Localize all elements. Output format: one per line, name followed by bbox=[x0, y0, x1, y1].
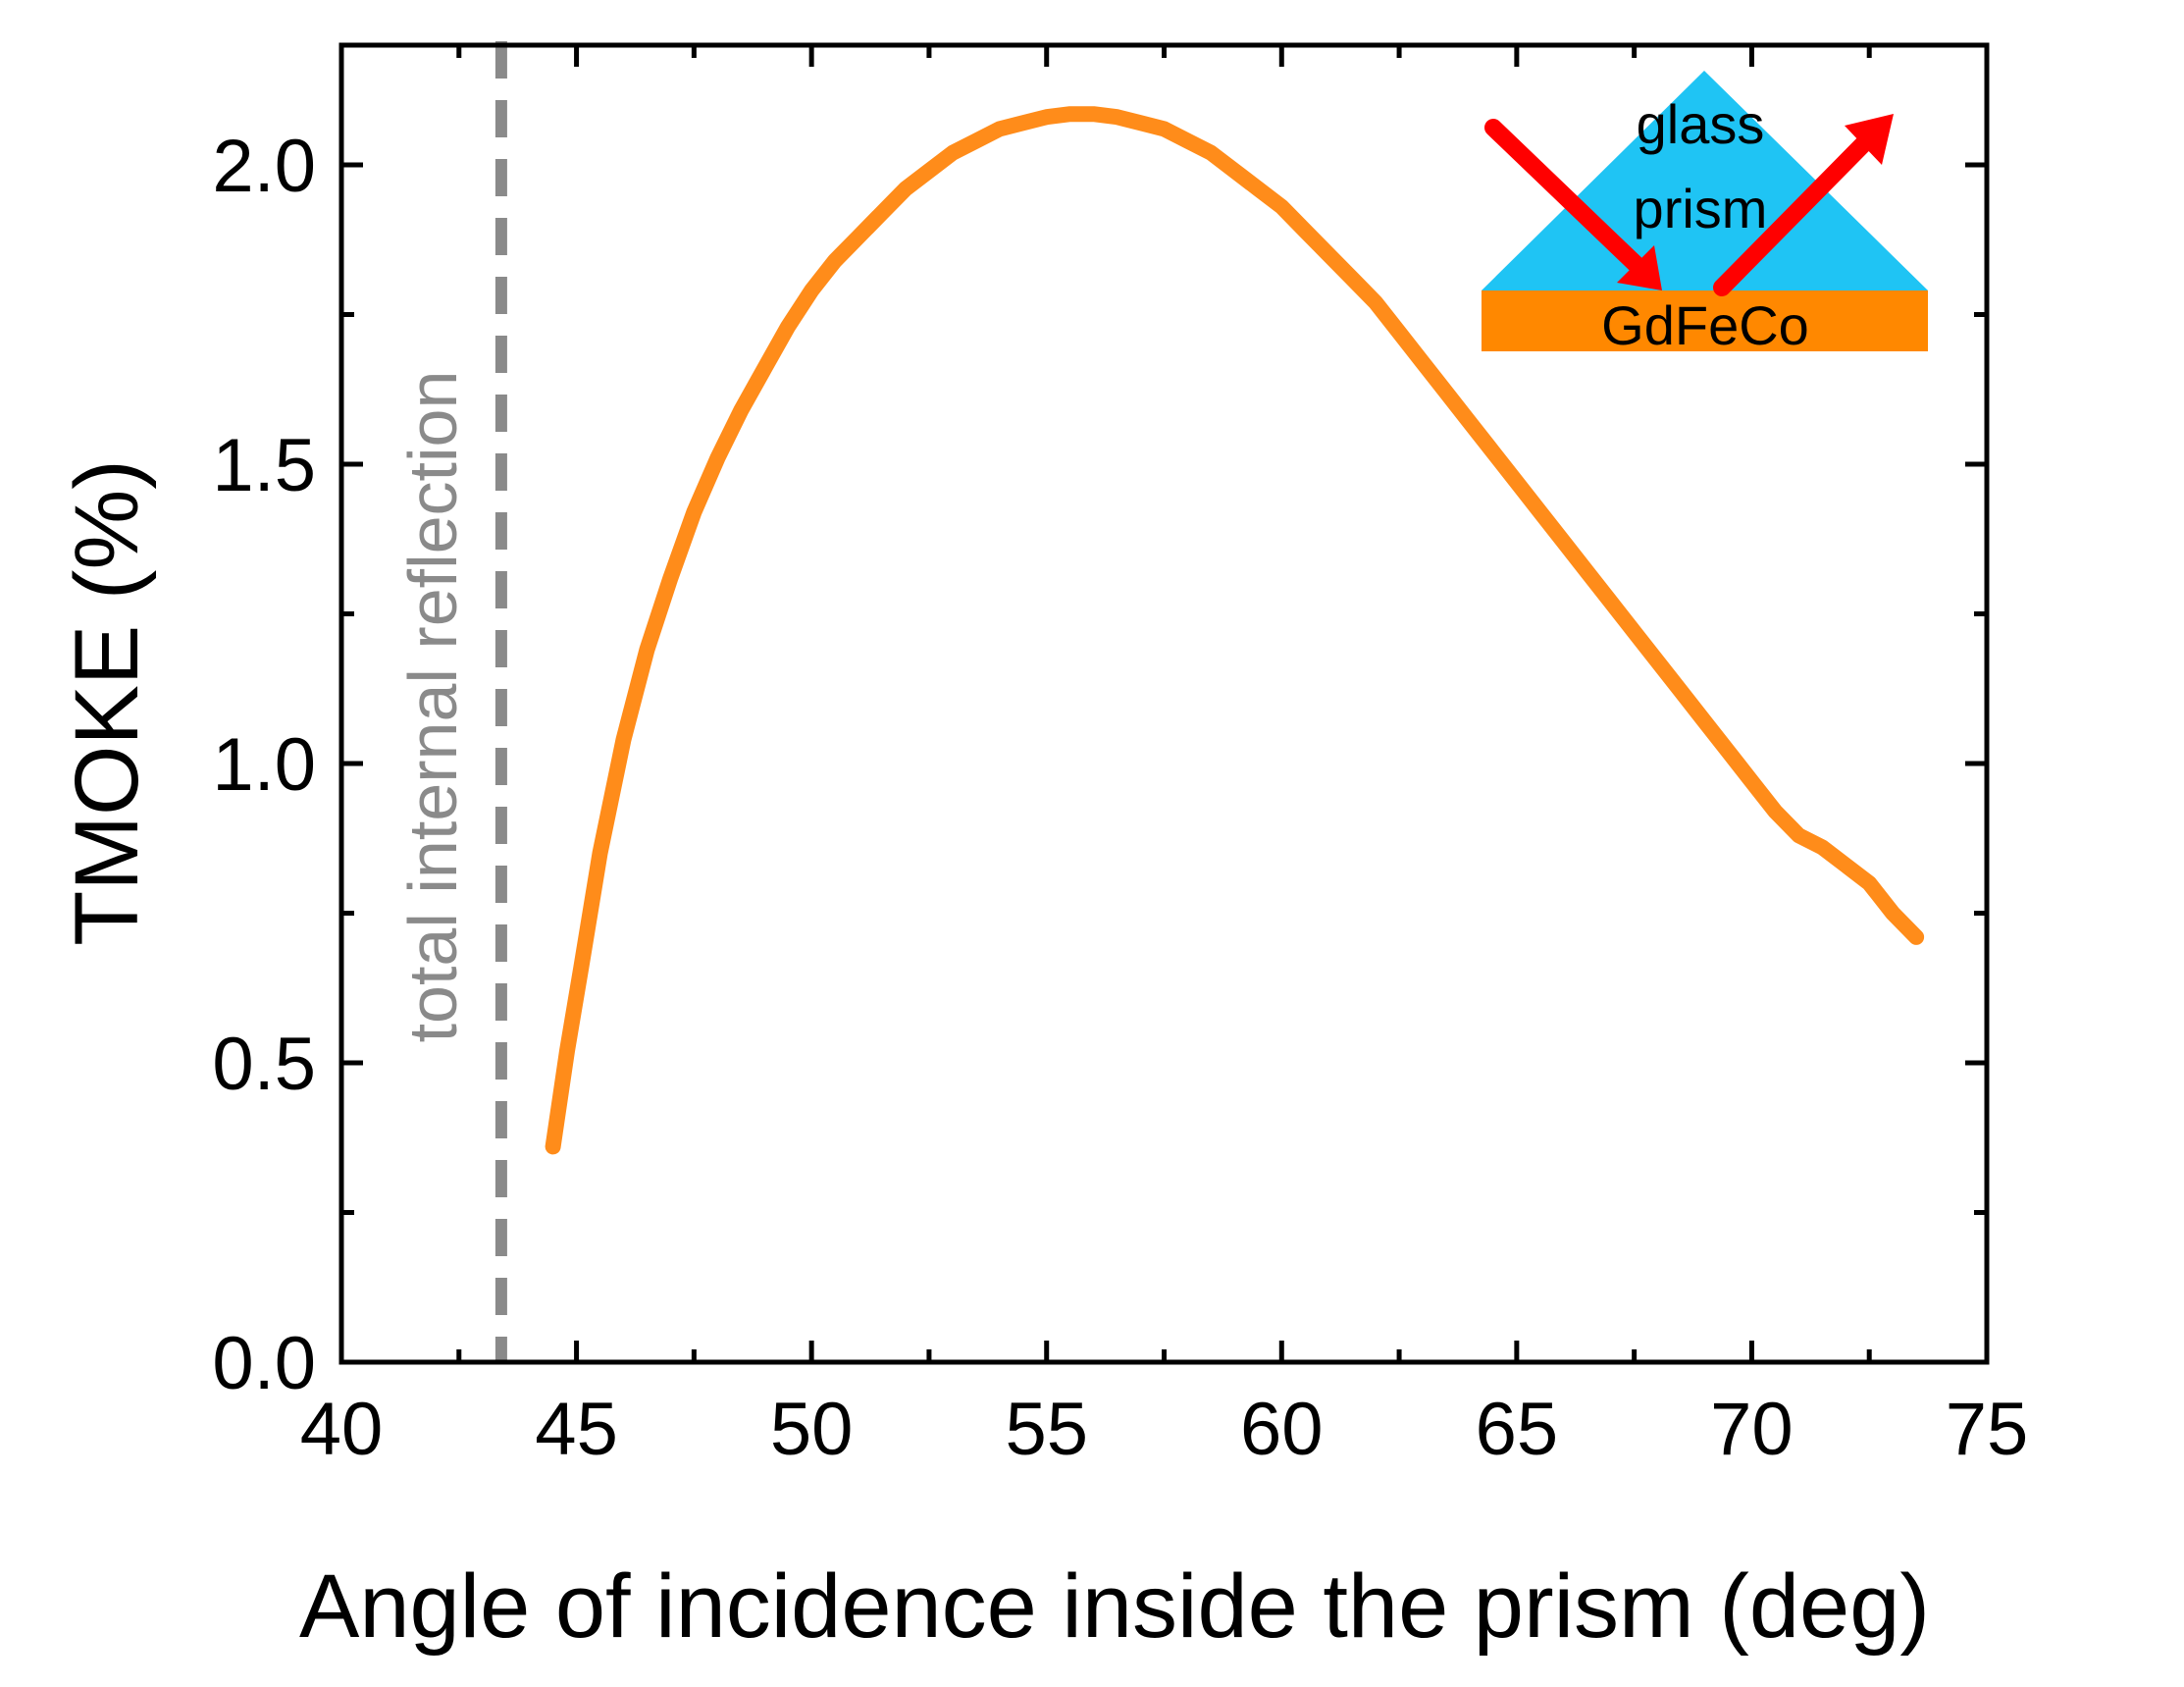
reflected-beam-arrow bbox=[1713, 134, 1873, 296]
axis-ticks bbox=[338, 45, 1990, 1365]
tmoke-series-line bbox=[545, 106, 1925, 1155]
x-tick-label: 70 bbox=[1710, 1388, 1794, 1471]
inset-label-glass: glass bbox=[1637, 93, 1765, 155]
gdfeco-layer-shape bbox=[1482, 290, 1928, 351]
inset-label-gdfeco: GdFeCo bbox=[1601, 294, 1809, 356]
y-tick-label: 0.0 bbox=[212, 1322, 316, 1405]
axis-tick-labels: 40 45 50 55 60 65 70 75 0.0 0.5 1.0 1.5 2.0 bbox=[212, 125, 2028, 1471]
y-tick-label: 0.5 bbox=[212, 1023, 316, 1106]
y-tick-label: 1.5 bbox=[212, 424, 316, 507]
prism-inset: glass prism GdFeCo bbox=[1482, 71, 1928, 356]
x-axis-label: Angle of incidence inside the prism (deg… bbox=[299, 1556, 1930, 1657]
x-tick-label: 65 bbox=[1476, 1388, 1559, 1471]
y-axis-label: TMOKE (%) bbox=[57, 459, 157, 946]
incident-beam-arrow bbox=[1484, 119, 1645, 274]
x-tick-label: 40 bbox=[300, 1388, 384, 1471]
reflected-beam-arrowhead bbox=[1845, 114, 1894, 165]
x-tick-label: 50 bbox=[770, 1388, 854, 1471]
x-tick-label: 45 bbox=[535, 1388, 618, 1471]
y-tick-label: 1.0 bbox=[212, 723, 316, 807]
incident-beam-arrowhead bbox=[1617, 245, 1662, 290]
y-tick-label: 2.0 bbox=[212, 125, 316, 208]
x-tick-label: 60 bbox=[1240, 1388, 1324, 1471]
total-internal-reflection-label: total internal reflection bbox=[394, 371, 471, 1043]
x-tick-label: 55 bbox=[1005, 1388, 1088, 1471]
inset-label-prism: prism bbox=[1634, 178, 1768, 239]
x-tick-label: 75 bbox=[1946, 1388, 2029, 1471]
